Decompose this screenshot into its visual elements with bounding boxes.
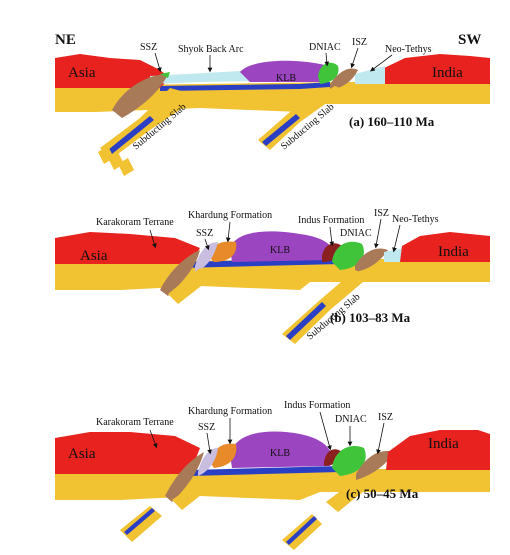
sw-label: SW <box>458 32 481 48</box>
asia-label-c: Asia <box>68 446 96 462</box>
caption-b: (b) 103–83 Ma <box>330 310 411 325</box>
indus-formation-c <box>324 449 342 466</box>
neotethys-label-a: Neo-Tethys <box>385 44 432 55</box>
oceanic-crust-a <box>160 82 330 91</box>
mantle-layer-c <box>55 468 490 500</box>
asia-label-b: Asia <box>80 248 108 264</box>
ssz-label-a: SSZ <box>140 42 157 53</box>
klb-block-a <box>240 60 332 82</box>
khardung-label-b: Khardung Formation <box>188 210 272 221</box>
neo-tethys-ocean-a <box>355 66 385 84</box>
caption-a: (a) 160–110 Ma <box>349 114 435 129</box>
india-continent-c <box>386 430 490 470</box>
klb-label-a: KLB <box>276 73 296 84</box>
ssz-green-a <box>160 72 170 78</box>
india-label-b: India <box>438 244 469 260</box>
neo-tethys-ocean-b <box>384 248 404 262</box>
subducting-slab-right-c <box>326 480 370 512</box>
ssz-lavender-b <box>195 242 218 272</box>
shyok-label: Shyok Back Arc <box>178 44 244 55</box>
slab-blue-right-c <box>286 516 317 545</box>
india-continent-a <box>375 54 490 84</box>
subducting-slab-left-b <box>168 268 214 304</box>
ssz-wedge-a <box>112 74 168 118</box>
isz-wedge-b <box>355 248 388 272</box>
isz-label-b: ISZ <box>374 208 389 219</box>
panel-b: Karakoram Terrane Khardung Formation SSZ… <box>55 208 490 344</box>
indus-label-b: Indus Formation <box>298 215 364 226</box>
ssz-wedge-b <box>160 250 200 296</box>
ssz-lavender-c <box>198 448 218 476</box>
neotethys-label-b: Neo-Tethys <box>392 214 439 225</box>
klb-label-b: KLB <box>270 245 290 256</box>
karakoram-label-b: Karakoram Terrane <box>96 217 174 228</box>
mantle-layer-b <box>55 258 490 290</box>
india-continent-b <box>400 232 490 262</box>
isz-label-a: ISZ <box>352 37 367 48</box>
klb-block-c <box>230 431 333 468</box>
oceanic-crust-c <box>190 466 340 476</box>
ssz-wedge-c <box>165 452 204 502</box>
dniac-block-a <box>318 62 339 84</box>
panel-a: NE SW <box>55 32 490 176</box>
india-label-a: India <box>432 65 463 81</box>
indus-label-c: Indus Formation <box>284 400 350 411</box>
klb-block-b <box>230 231 333 262</box>
india-label-c: India <box>428 436 459 452</box>
asia-continent-a <box>55 54 170 88</box>
isz-wedge-c <box>356 450 394 480</box>
isz-wedge-a <box>330 68 358 90</box>
slab-broken-left-c <box>120 506 162 542</box>
slab-blue-left-a <box>108 116 154 154</box>
klb-label-c: KLB <box>270 448 290 459</box>
caption-c: (c) 50–45 Ma <box>346 486 419 501</box>
dniac-label-a: DNIAC <box>309 42 341 53</box>
asia-continent-b <box>55 232 200 264</box>
subducting-slab-left-c <box>172 476 215 510</box>
dniac-label-b: DNIAC <box>340 228 372 239</box>
karakoram-label-c: Karakoram Terrane <box>96 417 174 428</box>
isz-label-c: ISZ <box>378 412 393 423</box>
ssz-label-c: SSZ <box>198 422 215 433</box>
panel-c: Karakoram Terrane Khardung Formation Ind… <box>55 400 490 550</box>
asia-continent-c <box>55 432 200 474</box>
asia-label-a: Asia <box>68 65 96 81</box>
dniac-block-b <box>332 241 364 270</box>
dniac-block-c <box>332 446 366 476</box>
slab-break-left-a <box>98 146 134 176</box>
ne-label: NE <box>55 32 76 48</box>
slab-blue-right-b <box>286 302 326 340</box>
dniac-label-c: DNIAC <box>335 414 367 425</box>
slab-blue-right-a <box>262 114 300 146</box>
slab-blue-left-c <box>124 508 155 535</box>
khardung-label-c: Khardung Formation <box>188 406 272 417</box>
ssz-label-b: SSZ <box>196 228 213 239</box>
